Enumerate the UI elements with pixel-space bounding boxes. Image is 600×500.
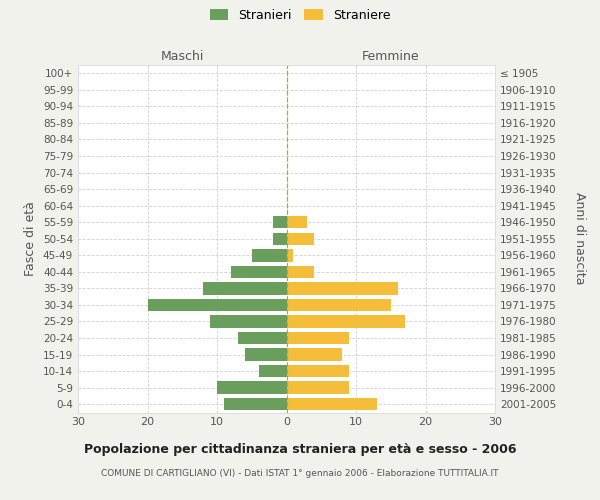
Text: Maschi: Maschi — [161, 50, 204, 62]
Y-axis label: Anni di nascita: Anni di nascita — [573, 192, 586, 285]
Bar — [203, 282, 287, 294]
Bar — [245, 348, 287, 361]
Bar — [287, 266, 314, 278]
Y-axis label: Fasce di età: Fasce di età — [25, 202, 37, 276]
Legend: Stranieri, Straniere: Stranieri, Straniere — [207, 6, 393, 24]
Text: Popolazione per cittadinanza straniera per età e sesso - 2006: Popolazione per cittadinanza straniera p… — [84, 442, 516, 456]
Bar — [287, 282, 398, 294]
Bar — [272, 216, 287, 228]
Bar — [259, 365, 287, 378]
Bar — [287, 316, 404, 328]
Bar — [287, 232, 314, 245]
Bar — [287, 365, 349, 378]
Bar — [252, 249, 287, 262]
Text: COMUNE DI CARTIGLIANO (VI) - Dati ISTAT 1° gennaio 2006 - Elaborazione TUTTITALI: COMUNE DI CARTIGLIANO (VI) - Dati ISTAT … — [101, 468, 499, 477]
Bar — [217, 382, 287, 394]
Bar — [287, 216, 307, 228]
Bar — [148, 298, 287, 311]
Bar — [272, 232, 287, 245]
Bar — [287, 382, 349, 394]
Bar — [287, 398, 377, 410]
Bar — [287, 249, 293, 262]
Bar — [287, 348, 342, 361]
Bar — [210, 316, 287, 328]
Text: Femmine: Femmine — [362, 50, 419, 62]
Bar — [287, 298, 391, 311]
Bar — [238, 332, 287, 344]
Bar — [287, 332, 349, 344]
Bar — [224, 398, 287, 410]
Bar — [231, 266, 287, 278]
